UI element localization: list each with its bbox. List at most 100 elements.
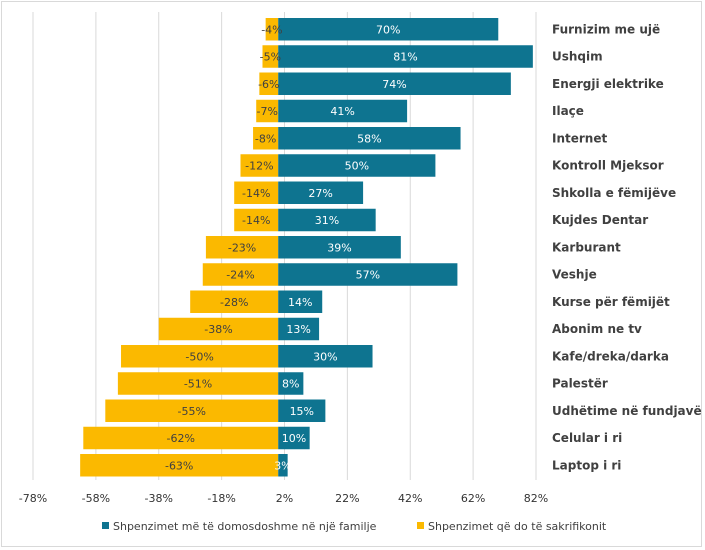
x-tick-label: -38% xyxy=(145,492,173,505)
bar-necessary xyxy=(278,454,288,477)
category-label: Udhëtime në fundjavë xyxy=(552,404,702,418)
data-label-necessary: 57% xyxy=(356,269,380,282)
category-label: Kafe/dreka/darka xyxy=(552,349,669,363)
data-label-necessary: 50% xyxy=(345,160,369,173)
bar-sacrifice xyxy=(234,208,279,232)
category-label: Kurse për fëmijët xyxy=(552,295,670,309)
bar-sacrifice xyxy=(80,454,279,477)
bar-necessary xyxy=(278,263,458,286)
data-label-sacrifice: -24% xyxy=(226,269,254,282)
data-label-sacrifice: -63% xyxy=(165,459,193,472)
bar-sacrifice xyxy=(253,127,279,150)
data-label-sacrifice: -5% xyxy=(260,51,281,64)
x-tick-label: 2% xyxy=(276,492,293,505)
category-label: Veshje xyxy=(552,268,597,282)
x-axis-ticks: -78% -58% -38% -18% 2% 22% 42% 62% 82% xyxy=(19,492,548,505)
category-label: Palestër xyxy=(552,377,608,391)
data-label-necessary: 58% xyxy=(357,132,381,145)
bar-sacrifice xyxy=(121,345,279,368)
bar-necessary xyxy=(278,372,304,395)
x-tick-label: 82% xyxy=(524,492,548,505)
data-labels: -4% 70% -5% 81% -6% 74% -7% 41% -8% 58% -12% 50% -14… xyxy=(165,23,418,472)
data-label-necessary: 81% xyxy=(393,51,417,64)
bar-sacrifice xyxy=(158,317,279,341)
data-label-necessary: 14% xyxy=(288,296,312,309)
category-label: Karburant xyxy=(552,240,621,254)
bar-necessary xyxy=(278,18,499,41)
bar-sacrifice xyxy=(265,18,279,41)
data-label-sacrifice: -38% xyxy=(204,323,232,336)
bar-necessary xyxy=(278,426,310,450)
data-label-sacrifice: -12% xyxy=(245,160,273,173)
bar-sacrifice xyxy=(202,263,279,286)
bar-sacrifice xyxy=(205,236,279,259)
category-label: Shkolla e fëmijëve xyxy=(552,186,676,200)
data-label-necessary: 3% xyxy=(274,459,291,472)
data-label-sacrifice: -14% xyxy=(242,187,270,200)
category-labels: Furnizim me ujë Ushqim Energji elektrike Il… xyxy=(552,22,702,472)
bar-necessary xyxy=(278,208,376,232)
data-label-necessary: 15% xyxy=(290,405,314,418)
bars xyxy=(80,18,533,477)
bar-necessary xyxy=(278,345,373,368)
legend: Shpenzimet më të domosdoshme në një fami… xyxy=(102,520,607,533)
category-label: Furnizim me ujë xyxy=(552,22,660,36)
bar-sacrifice xyxy=(256,99,279,123)
data-label-necessary: 27% xyxy=(308,187,332,200)
data-label-necessary: 8% xyxy=(282,378,299,391)
legend-label-necessary: Shpenzimet më të domosdoshme në një fami… xyxy=(113,520,377,533)
bar-sacrifice xyxy=(190,290,279,313)
x-tick-label: -58% xyxy=(82,492,110,505)
data-label-sacrifice: -14% xyxy=(242,214,270,227)
bar-necessary xyxy=(278,181,364,204)
bar-necessary xyxy=(278,99,408,123)
x-tick-label: 22% xyxy=(335,492,359,505)
bar-necessary xyxy=(278,45,533,68)
bar-sacrifice xyxy=(117,372,279,395)
category-label: Energji elektrike xyxy=(552,77,664,91)
bar-sacrifice xyxy=(83,426,279,450)
data-label-sacrifice: -55% xyxy=(178,405,206,418)
category-label: Laptop i ri xyxy=(552,458,621,472)
data-label-sacrifice: -50% xyxy=(185,350,213,363)
x-tick-label: -78% xyxy=(19,492,47,505)
data-label-sacrifice: -23% xyxy=(228,241,256,254)
data-label-sacrifice: -7% xyxy=(256,105,277,118)
data-label-sacrifice: -28% xyxy=(220,296,248,309)
data-label-sacrifice: -62% xyxy=(167,432,195,445)
data-label-necessary: 13% xyxy=(286,323,310,336)
data-label-sacrifice: -51% xyxy=(184,378,212,391)
legend-swatch-necessary xyxy=(102,522,109,529)
data-label-necessary: 10% xyxy=(282,432,306,445)
bar-sacrifice xyxy=(105,399,279,422)
data-label-sacrifice: -4% xyxy=(261,23,282,36)
legend-label-sacrifice: Shpenzimet që do të sakrifikonit xyxy=(428,520,607,533)
data-label-necessary: 74% xyxy=(382,78,406,91)
legend-swatch-sacrifice xyxy=(417,522,424,529)
bar-sacrifice xyxy=(240,154,279,177)
data-label-sacrifice: -6% xyxy=(258,78,279,91)
category-label: Kujdes Dentar xyxy=(552,213,648,227)
category-label: Ilaçe xyxy=(552,104,584,118)
category-label: Kontroll Mjeksor xyxy=(552,159,664,173)
data-label-sacrifice: -8% xyxy=(255,132,276,145)
data-label-necessary: 39% xyxy=(327,241,351,254)
data-label-necessary: 41% xyxy=(330,105,354,118)
bar-necessary xyxy=(278,236,401,259)
category-label: Ushqim xyxy=(552,50,603,64)
bar-necessary xyxy=(278,290,323,313)
bar-sacrifice xyxy=(262,45,279,68)
bar-necessary xyxy=(278,127,461,150)
bar-necessary xyxy=(278,72,511,95)
data-label-necessary: 70% xyxy=(376,23,400,36)
bar-necessary xyxy=(278,317,320,341)
x-tick-label: -18% xyxy=(207,492,235,505)
category-label: Celular i ri xyxy=(552,431,622,445)
bar-necessary xyxy=(278,399,326,422)
category-label: Abonim ne tv xyxy=(552,322,642,336)
bar-necessary xyxy=(278,154,436,177)
bar-sacrifice xyxy=(259,72,279,95)
data-label-necessary: 31% xyxy=(315,214,339,227)
